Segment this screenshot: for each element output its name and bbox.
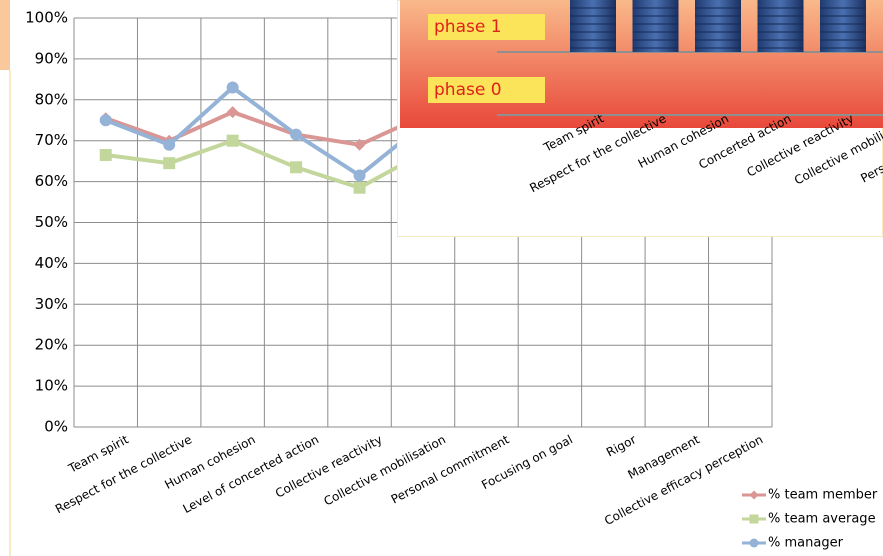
marker <box>99 114 112 127</box>
marker <box>353 138 366 151</box>
y-tick-label: 70% <box>35 131 68 149</box>
x-tick-label: Collective mobilisation <box>321 432 448 508</box>
x-tick-label: Rigor <box>604 432 639 459</box>
marker <box>749 538 759 548</box>
marker <box>226 134 239 147</box>
marker <box>163 138 176 151</box>
side-strip <box>0 0 10 70</box>
marker <box>226 81 239 94</box>
marker <box>163 157 176 170</box>
y-tick-label: 90% <box>35 49 68 67</box>
y-tick-label: 10% <box>35 377 68 395</box>
series-line <box>105 110 424 147</box>
y-tick-label: 40% <box>35 254 68 272</box>
phase-box <box>428 77 545 103</box>
legend-label: % team average <box>768 512 876 527</box>
y-tick-label: 20% <box>35 336 68 354</box>
series-line <box>105 138 424 190</box>
legend-label: % team member <box>768 488 878 503</box>
phase-label: phase 0 <box>434 80 502 100</box>
y-tick-label: 50% <box>35 213 68 231</box>
marker <box>99 149 112 162</box>
marker <box>749 514 759 524</box>
marker <box>290 128 303 141</box>
y-tick-label: 60% <box>35 172 68 190</box>
cylinder <box>632 0 679 52</box>
y-tick-label: 100% <box>25 9 68 27</box>
marker <box>353 169 366 182</box>
y-tick-label: 80% <box>35 90 68 108</box>
legend-label: % manager <box>768 536 844 551</box>
marker <box>226 106 239 119</box>
y-tick-label: 0% <box>44 418 68 436</box>
cylinder <box>820 0 866 52</box>
x-tick-label: Collective reactivity <box>273 432 385 500</box>
phase-box <box>428 14 545 40</box>
phase-label: phase 1 <box>434 17 502 37</box>
y-tick-label: 30% <box>35 295 68 313</box>
cylinder <box>695 0 741 52</box>
cylinder <box>570 0 616 52</box>
marker <box>290 161 303 174</box>
cylinder <box>757 0 804 52</box>
series-line <box>105 85 425 178</box>
marker <box>353 181 366 194</box>
x-tick-label: Personal commitment <box>389 432 512 506</box>
marker <box>749 490 759 500</box>
